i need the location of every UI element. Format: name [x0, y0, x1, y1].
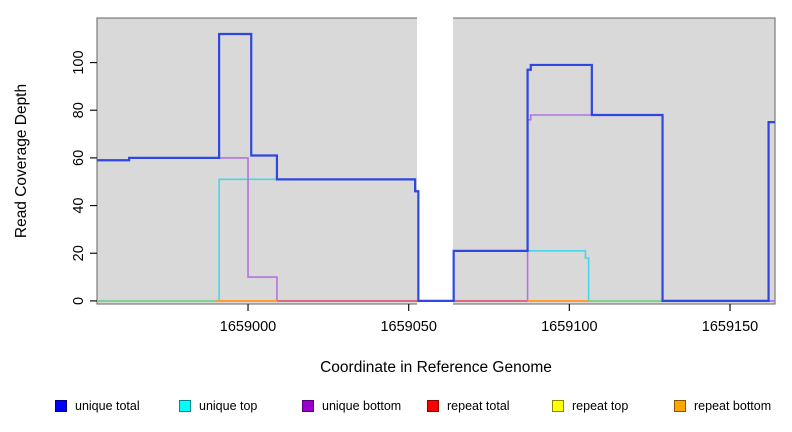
y-tick-label: 40	[71, 197, 87, 213]
x-tick-label: 1659150	[702, 319, 758, 335]
y-tick-label: 80	[71, 102, 87, 118]
x-tick-label: 1659050	[380, 319, 436, 335]
x-axis-title: Coordinate in Reference Genome	[320, 359, 552, 376]
series-unique-total	[97, 32, 775, 303]
y-tick-label: 60	[71, 150, 87, 166]
y-tick-label: 100	[71, 50, 87, 74]
gap-mask	[417, 10, 454, 306]
y-tick-label: 20	[71, 245, 87, 261]
x-tick-label: 1659000	[220, 319, 276, 335]
y-axis-title: Read Coverage Depth	[13, 84, 30, 238]
y-tick-label: 0	[71, 297, 87, 305]
x-tick-label: 1659100	[541, 319, 597, 335]
